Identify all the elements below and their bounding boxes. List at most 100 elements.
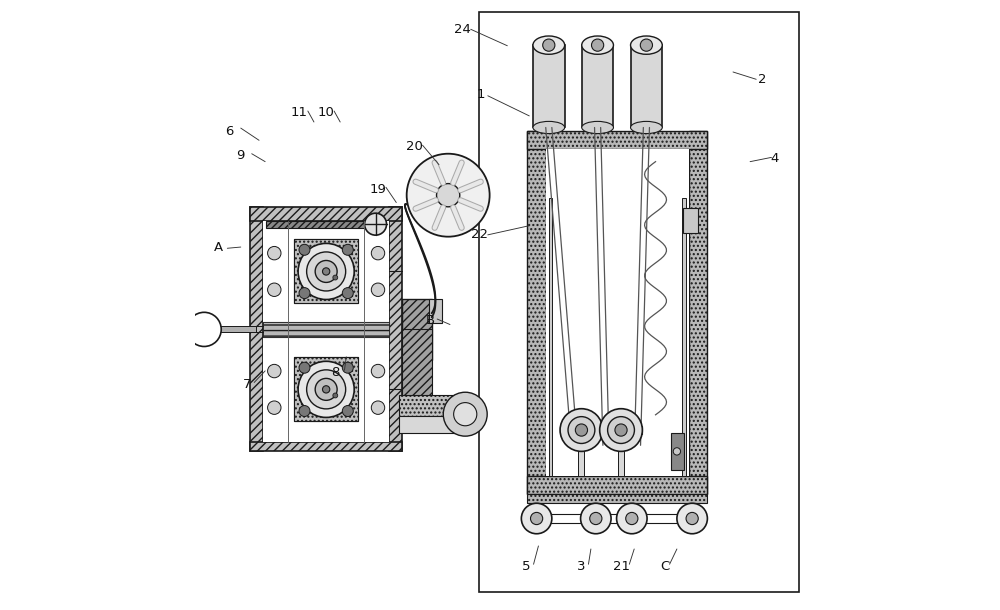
Bar — [560, 426, 642, 434]
Text: 24: 24 — [454, 23, 471, 36]
Circle shape — [315, 378, 337, 400]
Circle shape — [615, 424, 627, 436]
Bar — [294, 357, 358, 422]
Circle shape — [640, 39, 652, 51]
Circle shape — [581, 503, 611, 534]
Bar — [527, 131, 546, 494]
Text: 20: 20 — [406, 140, 423, 153]
Text: 10: 10 — [318, 106, 335, 120]
Bar — [263, 221, 389, 442]
Text: 11: 11 — [290, 106, 307, 120]
Bar — [294, 239, 358, 303]
Circle shape — [342, 406, 353, 417]
Bar — [527, 476, 707, 494]
Text: 4: 4 — [770, 152, 779, 165]
Bar — [250, 207, 263, 451]
Circle shape — [407, 154, 490, 237]
Circle shape — [608, 417, 634, 443]
Circle shape — [333, 275, 338, 280]
Circle shape — [299, 406, 310, 417]
Circle shape — [686, 512, 698, 525]
Circle shape — [268, 364, 281, 378]
Circle shape — [626, 512, 638, 525]
Circle shape — [575, 424, 588, 436]
Circle shape — [454, 403, 477, 426]
Circle shape — [298, 361, 354, 417]
Bar — [527, 494, 707, 503]
Bar — [294, 239, 358, 303]
Bar — [484, 411, 499, 418]
Circle shape — [677, 503, 707, 534]
Circle shape — [530, 512, 543, 525]
Ellipse shape — [533, 36, 565, 54]
Text: B: B — [425, 314, 434, 327]
Bar — [631, 45, 662, 127]
Text: 5: 5 — [522, 559, 530, 573]
Circle shape — [268, 283, 281, 296]
Circle shape — [187, 312, 221, 346]
Bar — [546, 149, 689, 476]
Ellipse shape — [582, 36, 613, 54]
Bar — [479, 12, 799, 592]
Bar — [402, 329, 432, 395]
Circle shape — [591, 39, 604, 51]
Text: A: A — [214, 240, 223, 254]
Bar — [263, 322, 389, 337]
Circle shape — [299, 362, 310, 373]
Text: 7: 7 — [243, 378, 251, 391]
Circle shape — [322, 268, 330, 275]
Circle shape — [673, 448, 681, 455]
Text: 1: 1 — [476, 88, 485, 101]
Bar — [250, 207, 402, 221]
Text: 19: 19 — [370, 182, 386, 196]
Bar — [582, 45, 613, 127]
Text: 3: 3 — [577, 559, 585, 573]
Bar — [294, 357, 358, 422]
Circle shape — [543, 39, 555, 51]
Circle shape — [322, 386, 330, 393]
Circle shape — [268, 246, 281, 260]
Text: 21: 21 — [613, 559, 630, 573]
Bar — [578, 451, 584, 476]
Circle shape — [268, 401, 281, 414]
Bar — [549, 198, 552, 476]
Circle shape — [371, 364, 385, 378]
Circle shape — [600, 409, 642, 451]
Ellipse shape — [533, 121, 565, 134]
Circle shape — [342, 287, 353, 299]
Bar — [689, 131, 707, 494]
Circle shape — [521, 503, 552, 534]
Ellipse shape — [582, 121, 613, 134]
Circle shape — [560, 409, 603, 451]
Bar — [399, 416, 468, 433]
Bar — [487, 174, 502, 216]
Circle shape — [371, 401, 385, 414]
Circle shape — [307, 252, 346, 291]
Circle shape — [365, 213, 387, 235]
Circle shape — [568, 417, 595, 443]
Ellipse shape — [631, 121, 662, 134]
Bar — [537, 514, 692, 523]
Bar — [682, 198, 686, 476]
Bar — [671, 433, 684, 470]
Bar — [266, 221, 368, 228]
Bar — [399, 395, 468, 416]
Text: 9: 9 — [237, 149, 245, 162]
Bar — [618, 451, 624, 476]
Text: 8: 8 — [331, 365, 339, 379]
Circle shape — [342, 362, 353, 373]
Circle shape — [299, 287, 310, 299]
Text: 2: 2 — [758, 73, 767, 86]
Bar — [683, 209, 698, 233]
Circle shape — [371, 283, 385, 296]
Bar — [527, 131, 707, 149]
Circle shape — [617, 503, 647, 534]
Circle shape — [371, 246, 385, 260]
Text: 6: 6 — [226, 124, 234, 138]
Text: 22: 22 — [471, 228, 488, 242]
Bar — [533, 45, 565, 127]
Circle shape — [443, 392, 487, 436]
Bar — [263, 322, 389, 337]
Text: C: C — [660, 559, 669, 573]
Bar — [429, 299, 442, 323]
